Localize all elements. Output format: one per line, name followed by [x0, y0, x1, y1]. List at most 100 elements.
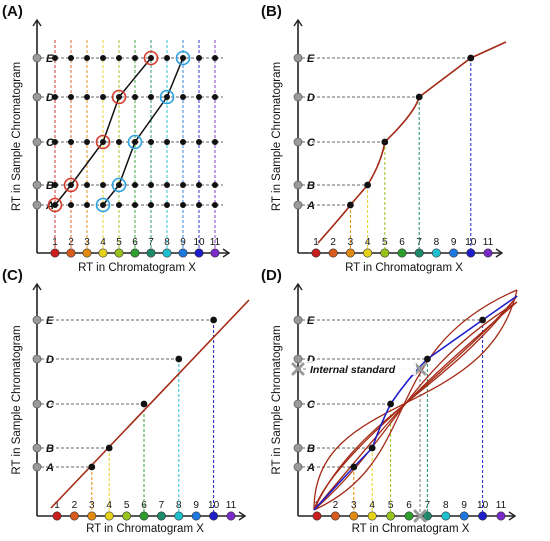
- y-marker-a: [293, 200, 303, 210]
- grid-dot: [68, 202, 74, 208]
- x-axis-arrow: [508, 511, 517, 521]
- x-marker-5: [386, 511, 396, 521]
- x-axis-title: RT in Chromatogram X: [86, 523, 204, 535]
- path-1-ring: [47, 197, 63, 213]
- panel-c: (C) RT in Chromatogram X RT in Sample Chro…: [2, 267, 250, 535]
- x-marker-7: [414, 248, 424, 258]
- path-2-ring: [127, 134, 143, 150]
- candidate-curve: [313, 301, 518, 511]
- x-marker-7: [156, 511, 166, 521]
- grid-dot: [84, 55, 90, 61]
- y-tick-label: A: [306, 462, 315, 474]
- y-marker-b: [32, 180, 42, 190]
- x-tick-label: 1: [54, 500, 60, 511]
- x-axis-arrow: [495, 248, 504, 258]
- grid-dot: [212, 182, 218, 188]
- x-marker-11: [496, 511, 506, 521]
- y-marker-c: [32, 137, 42, 147]
- grid-dot: [84, 94, 90, 100]
- panel-d: (D) RT in Chromatogram X RT in Sample Chro…: [261, 267, 518, 535]
- y-axis-title: RT in Sample Chromatogram: [11, 62, 23, 211]
- candidate-curve: [313, 301, 518, 511]
- path-2-ring: [159, 89, 175, 105]
- y-axis-title: RT in Sample Chromatogram: [271, 325, 283, 474]
- internal-standard-label: Internal standard: [310, 364, 396, 376]
- y-tick-label: D: [307, 92, 315, 104]
- grid-dot: [196, 139, 202, 145]
- x-marker-9: [449, 248, 459, 258]
- x-axis-title: RT in Chromatogram X: [352, 523, 470, 535]
- y-axis-arrow: [293, 18, 303, 27]
- y-marker-c: [293, 137, 303, 147]
- data-point: [105, 444, 113, 452]
- grid-dot: [132, 202, 138, 208]
- x-marker-9: [191, 511, 201, 521]
- y-tick-label: B: [307, 443, 315, 455]
- x-marker-10: [466, 248, 476, 258]
- panel-label: (C): [2, 267, 23, 284]
- x-axis-title: RT in Chromatogram X: [78, 262, 196, 274]
- x-tick-label: 9: [451, 237, 457, 248]
- x-marker-2: [69, 511, 79, 521]
- x-marker-3: [345, 248, 355, 258]
- grid-dot: [212, 139, 218, 145]
- y-marker-e: [293, 315, 303, 325]
- path-1-ring: [143, 50, 159, 66]
- x-tick-label: 8: [434, 237, 440, 248]
- panel-label: (B): [261, 3, 282, 20]
- grid-dot: [116, 55, 122, 61]
- grid-dot: [164, 182, 170, 188]
- y-tick-label: B: [46, 443, 54, 455]
- data-point: [368, 444, 376, 452]
- x-marker-5: [380, 248, 390, 258]
- x-marker-11: [226, 511, 236, 521]
- x-tick-label: 2: [333, 500, 339, 511]
- x-tick-label: 2: [72, 500, 78, 511]
- data-point: [415, 93, 423, 101]
- data-point: [387, 400, 394, 408]
- data-point: [140, 400, 148, 408]
- grid-dot: [164, 139, 170, 145]
- grid-dot: [164, 55, 170, 61]
- alignment-path-1: [54, 57, 152, 206]
- grid-dot: [132, 94, 138, 100]
- x-axis-arrow: [222, 248, 231, 258]
- grid-dot: [148, 182, 154, 188]
- y-marker-a: [32, 462, 42, 472]
- x-marker-1: [311, 248, 321, 258]
- grid-dot: [180, 202, 186, 208]
- x-marker-11: [483, 248, 493, 258]
- x-marker-7: [146, 248, 156, 258]
- x-tick-label: 10: [465, 237, 477, 248]
- x-marker-3: [87, 511, 97, 521]
- x-marker-8: [441, 511, 451, 521]
- x-marker-6: [397, 248, 407, 258]
- panel-a: (A) RT in Chromatogram X RT in Sample Chro…: [2, 3, 231, 274]
- x-axis-title: RT in Chromatogram X: [345, 262, 463, 274]
- y-marker-e: [32, 315, 42, 325]
- y-marker-d: [293, 354, 303, 364]
- grid-dot: [148, 139, 154, 145]
- y-axis-title: RT in Sample Chromatogram: [271, 62, 283, 211]
- y-axis-title: RT in Sample Chromatogram: [11, 325, 23, 474]
- y-marker-e: [293, 53, 303, 63]
- data-point: [424, 355, 431, 363]
- y-marker-a: [32, 200, 42, 210]
- data-point: [364, 181, 371, 189]
- x-marker-5: [114, 248, 124, 258]
- x-marker-1: [312, 511, 322, 521]
- grid-dot: [132, 182, 138, 188]
- x-tick-label: 11: [226, 500, 237, 511]
- alignment-path-2: [102, 57, 184, 206]
- grid-dot: [148, 202, 154, 208]
- grid-dot: [84, 139, 90, 145]
- x-marker-1: [52, 511, 62, 521]
- grid-dot: [196, 55, 202, 61]
- x-tick-label: 7: [159, 500, 165, 511]
- grid-dot: [212, 55, 218, 61]
- y-marker-a: [293, 462, 303, 472]
- x-tick-label: 11: [483, 237, 494, 248]
- grid-dot: [52, 182, 58, 188]
- grid-dot: [132, 55, 138, 61]
